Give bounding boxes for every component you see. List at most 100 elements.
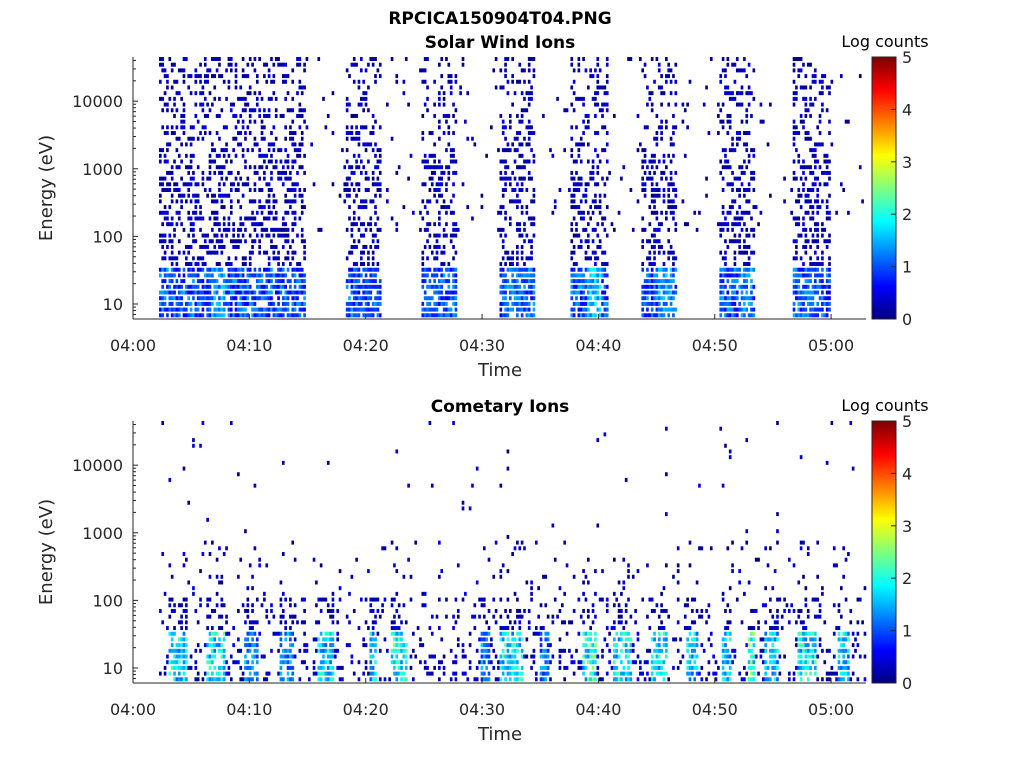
spectrogram-cell [825,182,829,187]
spectrogram-cell [435,301,439,306]
spectrogram-cell [374,119,377,124]
spectrogram-cell [364,620,368,625]
spectrogram-cell [352,273,356,278]
spectrogram-cell [542,574,545,579]
spectrogram-cell [218,113,221,118]
spectrogram-cell [423,591,427,596]
spectrogram-cell [809,244,812,249]
spectrogram-cell [211,267,214,272]
spectrogram-cell [605,102,609,107]
spectrogram-cell [811,170,815,175]
spectrogram-cell [719,301,723,306]
spectrogram-cell [504,626,507,631]
spectrogram-cell [182,113,186,118]
spectrogram-cell [646,301,649,306]
spectrogram-cell [497,660,500,665]
spectrogram-cell [274,313,278,318]
spectrogram-cell [534,631,538,636]
spectrogram-cell [253,631,257,636]
spectrogram-cell [572,273,576,278]
spectrogram-cell [352,307,356,312]
spectrogram-cell [253,313,257,318]
spectrogram-cell [208,597,212,602]
spectrogram-cell [189,284,193,289]
spectrogram-cell [194,665,198,670]
spectrogram-cell [669,296,673,301]
spectrogram-cell [532,193,536,198]
spectrogram-cell [669,182,673,187]
colorbar-band [872,205,896,209]
spectrogram-cell [504,654,507,659]
spectrogram-cell [804,250,808,255]
spectrogram-cell [544,671,548,676]
spectrogram-cell [298,262,302,267]
spectrogram-cell [795,244,798,249]
spectrogram-cell [577,244,581,249]
spectrogram-cell [251,665,254,670]
spectrogram-cell [530,665,533,670]
colorbar-band [872,312,896,316]
spectrogram-cell [404,643,408,648]
colorbar-band [872,115,896,119]
spectrogram-cell [572,244,576,249]
spectrogram-cell [575,262,578,267]
spectrogram-cell [530,586,533,591]
solar-wind-title: Solar Wind Ions [425,33,576,53]
spectrogram-cell [501,188,505,192]
spectrogram-cell [724,284,727,289]
spectrogram-cell [303,284,306,289]
spectrogram-cell [265,273,269,278]
spectrogram-cell [662,159,666,164]
spectrogram-cell [248,301,252,306]
spectrogram-cell [499,626,503,631]
spectrogram-cell [203,233,207,238]
spectrogram-cell [258,153,261,158]
spectrogram-cell [272,631,276,636]
spectrogram-cell [575,284,578,289]
spectrogram-cell [433,233,436,238]
spectrogram-cell [227,227,231,232]
spectrogram-cell [286,159,290,164]
spectrogram-cell [648,250,652,255]
spectrogram-cell [527,256,531,261]
spectrogram-cell [229,313,233,318]
spectrogram-cell [511,279,514,284]
spectrogram-cell [187,262,191,267]
spectrogram-cell [289,313,292,318]
spectrogram-cell [378,648,382,653]
spectrogram-cell [442,250,446,255]
spectrogram-cell [816,205,820,210]
spectrogram-cell [185,557,188,562]
spectrogram-cell [395,631,399,636]
spectrogram-cell [267,159,271,164]
spectrogram-cell [475,665,479,670]
spectrogram-cell [206,597,209,602]
spectrogram-cell [525,159,529,164]
spectrogram-cell [362,296,366,301]
spectrogram-cell [357,284,361,289]
spectrogram-cell [182,102,186,107]
spectrogram-cell [650,244,654,249]
spectrogram-cell [159,296,162,301]
spectrogram-cell [657,296,661,301]
spectrogram-cell [369,296,373,301]
spectrogram-cell [159,608,162,613]
spectrogram-cell [220,626,224,631]
spectrogram-cell [274,244,278,249]
spectrogram-cell [582,273,585,278]
spectrogram-cell [738,91,741,96]
spectrogram-cell [485,643,488,648]
spectrogram-cell [352,239,356,244]
spectrogram-cell [213,159,217,164]
spectrogram-cell [461,654,465,659]
spectrogram-cell [516,671,519,676]
spectrogram-cell [613,591,616,596]
spectrogram-cell [447,262,451,267]
spectrogram-cell [447,284,451,289]
spectrogram-cell [260,313,264,318]
spectrogram-cell [490,643,493,648]
spectrogram-cell [229,290,233,295]
spectrogram-cell [622,665,626,670]
spectrogram-cell [582,96,585,101]
spectrogram-cell [795,239,798,244]
